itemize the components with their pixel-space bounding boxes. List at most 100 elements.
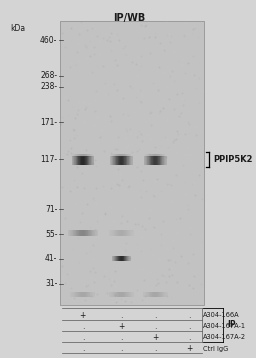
Bar (153, 292, 154, 296)
Text: 71-: 71- (45, 205, 58, 214)
Bar (89, 292, 90, 296)
Bar (133, 292, 134, 296)
Bar (151, 156, 152, 165)
Bar (166, 292, 167, 296)
Bar (124, 231, 125, 236)
Bar (80, 292, 81, 296)
Bar (71, 292, 72, 296)
Bar (120, 256, 121, 261)
Bar (71, 156, 72, 165)
Bar (78, 292, 79, 296)
Text: 41-: 41- (45, 255, 58, 263)
Bar (80, 156, 81, 165)
Bar (70, 292, 71, 296)
Bar (88, 292, 89, 296)
Bar (81, 156, 82, 165)
Text: .: . (120, 344, 122, 353)
Bar (126, 292, 127, 296)
Bar (156, 292, 157, 296)
Bar (97, 230, 98, 236)
Bar (122, 231, 123, 236)
Bar (78, 154, 79, 157)
Bar (127, 256, 128, 261)
Bar (121, 292, 122, 296)
Bar (117, 154, 118, 157)
Bar (115, 292, 116, 296)
Bar (73, 230, 74, 236)
Bar (156, 154, 157, 157)
Bar (144, 292, 145, 296)
Text: .: . (120, 333, 122, 342)
Bar (110, 292, 111, 296)
Bar (115, 156, 116, 165)
Bar (133, 231, 134, 236)
Bar (76, 156, 77, 165)
Bar (95, 230, 96, 236)
Text: IP: IP (227, 320, 236, 329)
Bar (114, 154, 115, 157)
Bar (83, 154, 84, 157)
Bar (147, 292, 148, 296)
Bar (161, 154, 162, 157)
Bar (93, 292, 94, 296)
Bar (163, 156, 164, 165)
Bar (146, 292, 147, 296)
Bar (86, 154, 87, 157)
Text: +: + (80, 311, 86, 320)
Bar (159, 156, 160, 165)
Bar (80, 154, 81, 157)
Text: +: + (186, 344, 192, 353)
Bar (84, 292, 85, 296)
Bar (154, 154, 155, 157)
Bar (153, 156, 154, 165)
Bar (87, 154, 88, 157)
Bar (79, 292, 80, 296)
Bar (151, 292, 152, 296)
Bar (164, 154, 165, 157)
Bar (93, 230, 94, 236)
Bar (150, 154, 151, 157)
Bar (150, 156, 151, 165)
Bar (74, 292, 75, 296)
Bar (152, 156, 153, 165)
Bar (122, 154, 123, 157)
Bar (152, 154, 153, 157)
Bar (111, 156, 112, 165)
Bar (162, 156, 163, 165)
Bar (124, 154, 125, 157)
Bar (123, 292, 124, 296)
Bar (79, 230, 80, 236)
Bar (131, 231, 132, 236)
Bar (82, 230, 83, 236)
Bar (129, 154, 130, 157)
Bar (111, 154, 112, 157)
Bar (148, 292, 149, 296)
Text: .: . (188, 322, 190, 331)
Bar (116, 292, 117, 296)
Bar (149, 154, 150, 157)
Bar (165, 292, 166, 296)
Text: .: . (154, 322, 156, 331)
Bar (145, 292, 146, 296)
Bar (110, 231, 111, 236)
Bar (86, 230, 87, 236)
Bar (76, 154, 77, 157)
Bar (118, 231, 119, 236)
Text: .: . (120, 311, 122, 320)
Bar (113, 231, 114, 236)
Bar (149, 156, 150, 165)
Bar (116, 156, 117, 165)
Bar (86, 292, 87, 296)
Bar (127, 292, 128, 296)
Bar (117, 292, 118, 296)
Bar (132, 292, 133, 296)
Bar (75, 292, 76, 296)
Bar (154, 292, 155, 296)
Bar (124, 292, 125, 296)
Bar (120, 154, 121, 157)
Bar (128, 231, 129, 236)
Bar (114, 156, 115, 165)
Bar (122, 292, 123, 296)
Bar (119, 156, 120, 165)
Bar (96, 230, 97, 236)
